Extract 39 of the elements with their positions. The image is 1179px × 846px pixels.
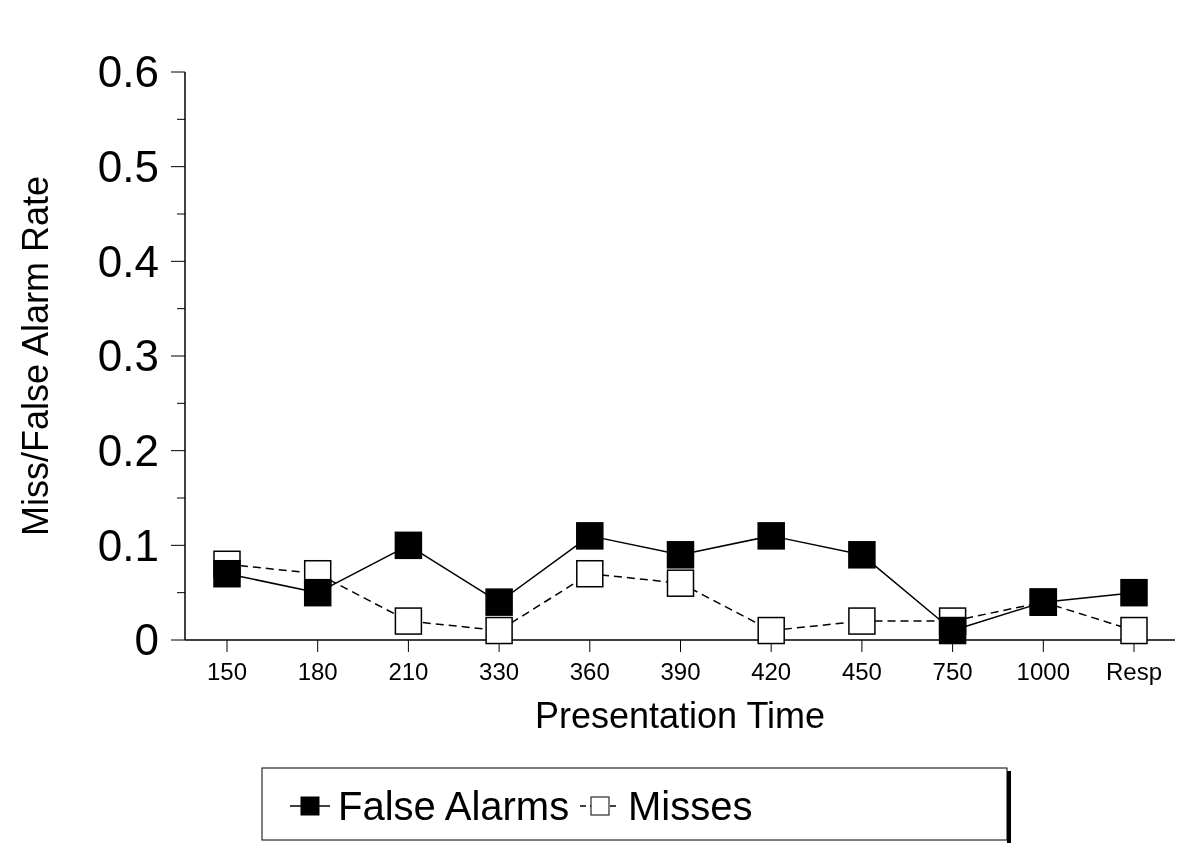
legend-label: Misses: [628, 784, 753, 828]
point: [485, 616, 513, 645]
point: [576, 522, 604, 550]
x-tick-label: 180: [297, 658, 338, 685]
point: [757, 616, 785, 645]
point: [848, 541, 876, 569]
x-tick-label: 420: [751, 658, 792, 685]
point: [485, 588, 513, 616]
point: [213, 559, 241, 588]
point: [666, 569, 695, 597]
point: [1120, 616, 1148, 645]
x-tick-label: 210: [388, 658, 429, 685]
point: [394, 531, 423, 560]
y-tick-label: 0.3: [97, 331, 159, 381]
point: [757, 522, 785, 550]
y-tick-label: 0.1: [97, 520, 159, 570]
y-tick-label: 0.6: [97, 47, 159, 97]
point: [848, 607, 876, 635]
y-axis-title: Miss/False Alarm Rate: [15, 175, 56, 537]
x-axis-title: Presentation Time: [534, 695, 826, 736]
point: [666, 541, 695, 569]
point: [394, 607, 423, 635]
point: [938, 616, 967, 645]
point: [1120, 578, 1148, 607]
y-tick-label: 0.4: [97, 236, 159, 286]
x-tick-label: 1000: [1016, 658, 1070, 685]
x-tick-label: 390: [660, 658, 701, 685]
y-tick-label: 0.2: [97, 426, 159, 476]
x-tick-label: 150: [206, 658, 248, 685]
legend-label: False Alarms: [338, 784, 570, 828]
x-tick-label: 330: [479, 658, 520, 685]
x-tick-label: 360: [569, 658, 610, 685]
x-tick-label: Resp: [1105, 658, 1163, 685]
y-tick-label: 0: [134, 615, 159, 665]
x-tick-label: 450: [841, 658, 882, 685]
x-tick-label: 750: [932, 658, 973, 685]
y-tick-label: 0.5: [97, 142, 159, 192]
point: [576, 559, 604, 588]
point: [303, 578, 332, 607]
